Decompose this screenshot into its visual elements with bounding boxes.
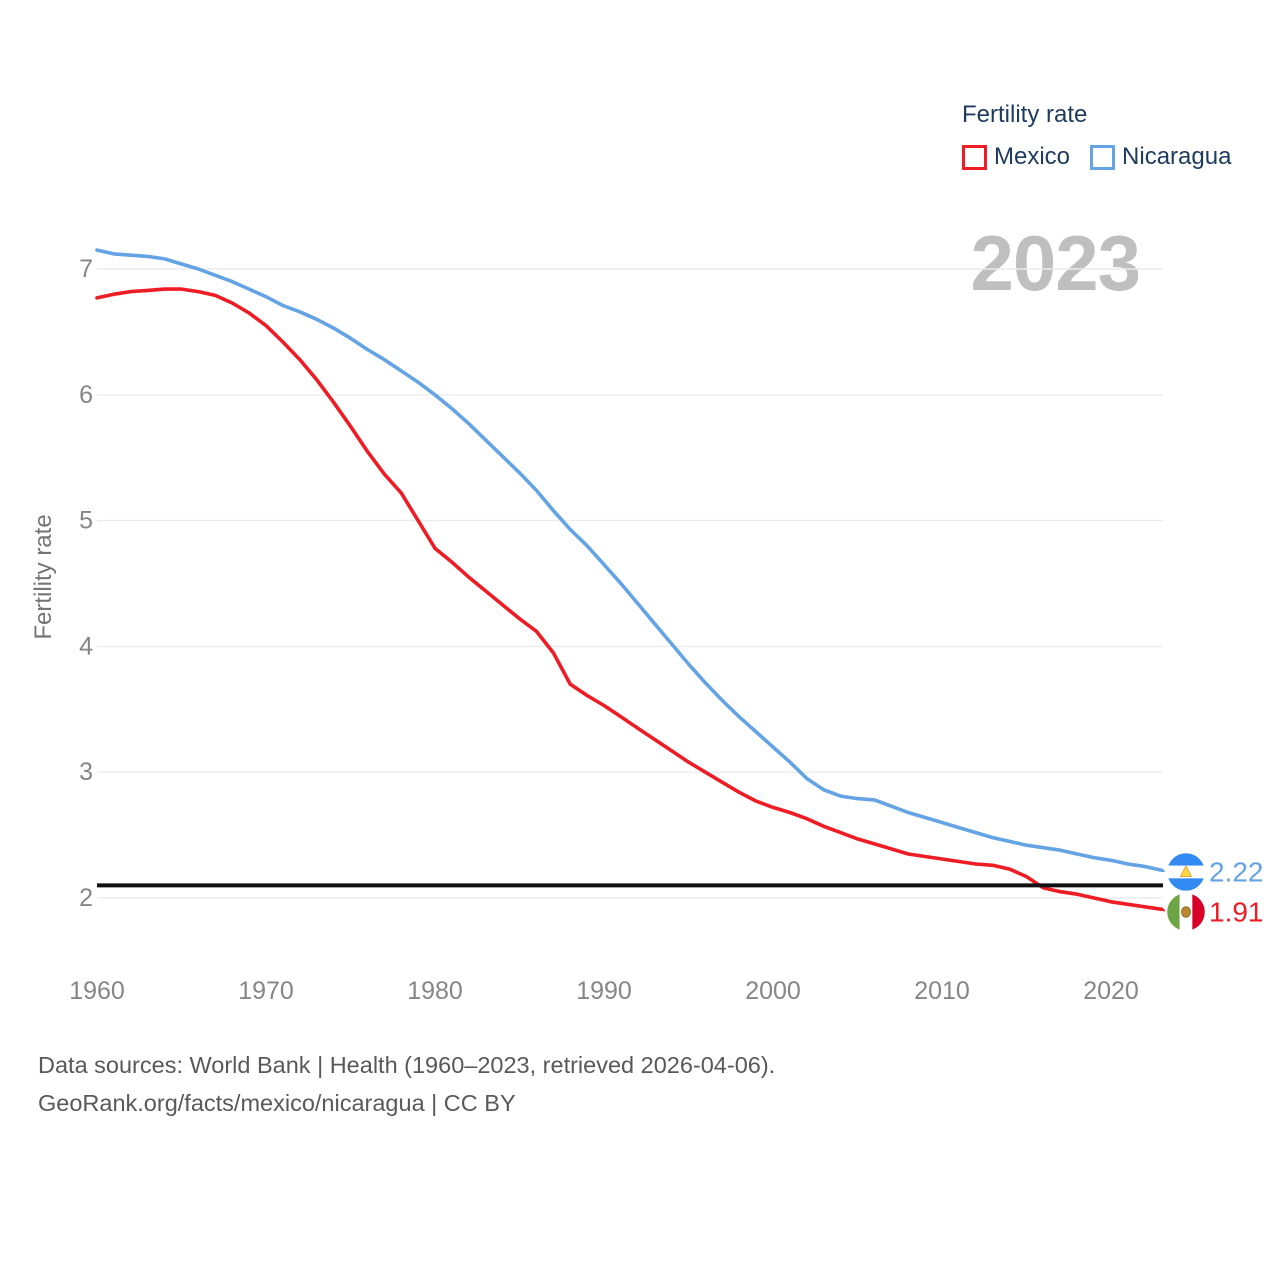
- mexico-flag-icon: [1167, 893, 1205, 931]
- x-tick-1960: 1960: [69, 977, 125, 1005]
- y-tick-5: 5: [79, 507, 93, 535]
- mexico-flag-ring: [1164, 890, 1208, 934]
- legend-item-mexico[interactable]: Mexico: [962, 143, 1070, 171]
- mexico-end-value: 1.91: [1209, 897, 1264, 928]
- y-tick-7: 7: [79, 255, 93, 283]
- nicaragua-flag-icon: [1167, 853, 1205, 891]
- fertility-line-chart: 2 3 4 5 6 7 1960 1970 1980 1990 2000 2010 2020 2.22 1.…: [69, 248, 1264, 1005]
- year-watermark: 2023: [970, 219, 1141, 307]
- legend-row: Mexico Nicaragua: [962, 143, 1231, 171]
- legend-item-nicaragua[interactable]: Nicaragua: [1090, 143, 1231, 171]
- nicaragua-swatch-icon: [1090, 144, 1116, 170]
- x-tick-2020: 2020: [1083, 977, 1139, 1005]
- y-tick-2: 2: [79, 884, 93, 912]
- mexico-swatch-icon: [962, 144, 987, 170]
- legend: Fertility rate Mexico Nicaragua: [962, 101, 1231, 171]
- series-line-mexico[interactable]: [95, 287, 1164, 912]
- x-tick-1990: 1990: [576, 977, 632, 1005]
- y-tick-3: 3: [79, 758, 93, 786]
- y-axis-title: Fertility rate: [30, 514, 57, 640]
- nicaragua-end-value: 2.22: [1209, 857, 1264, 888]
- footer-attribution: GeoRank.org/facts/mexico/nicaragua | CC …: [38, 1090, 516, 1116]
- footer-sources: Data sources: World Bank | Health (1960–…: [38, 1052, 776, 1078]
- x-tick-1970: 1970: [238, 977, 294, 1005]
- x-tick-2010: 2010: [914, 977, 970, 1005]
- series-line-nicaragua[interactable]: [95, 248, 1164, 873]
- chart-canvas[interactable]: 2 3 4 5 6 7 1960 1970 1980 1990 2000 2010 2020 2.22 1.…: [0, 0, 1280, 1030]
- y-tick-6: 6: [79, 381, 93, 409]
- legend-label-mexico: Mexico: [994, 143, 1071, 170]
- legend-label-nicaragua: Nicaragua: [1122, 143, 1232, 170]
- footer: Data sources: World Bank | Health (1960–…: [38, 1046, 775, 1122]
- y-tick-4: 4: [79, 632, 93, 660]
- x-tick-2000: 2000: [745, 977, 801, 1005]
- x-tick-1980: 1980: [407, 977, 463, 1005]
- legend-title: Fertility rate: [962, 101, 1088, 128]
